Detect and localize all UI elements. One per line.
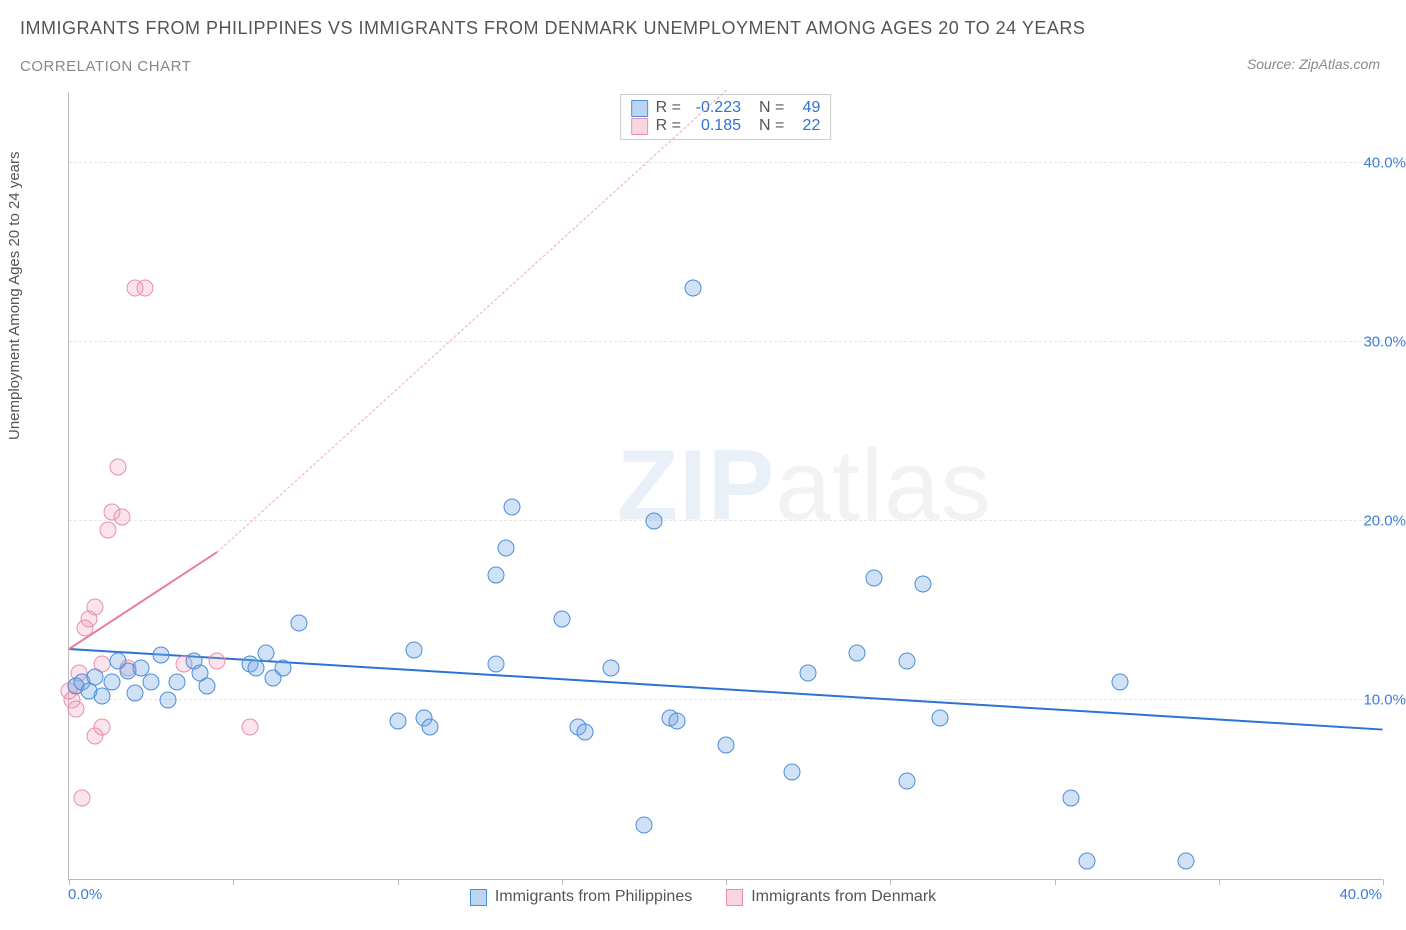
y-axis-label: Unemployment Among Ages 20 to 24 years bbox=[6, 151, 23, 440]
data-point bbox=[87, 598, 104, 615]
gridline bbox=[69, 699, 1382, 700]
data-point bbox=[258, 645, 275, 662]
data-point bbox=[103, 674, 120, 691]
stats-row: R = 0.185 N = 22 bbox=[631, 117, 821, 135]
data-point bbox=[389, 713, 406, 730]
data-point bbox=[849, 645, 866, 662]
stats-row: R = -0.223 N = 49 bbox=[631, 99, 821, 117]
data-point bbox=[208, 652, 225, 669]
data-point bbox=[93, 688, 110, 705]
y-tick-label: 10.0% bbox=[1363, 691, 1406, 708]
data-point bbox=[169, 674, 186, 691]
r-label: R = bbox=[656, 117, 681, 135]
data-point bbox=[576, 724, 593, 741]
x-tick bbox=[398, 879, 399, 885]
data-point bbox=[110, 459, 127, 476]
data-point bbox=[74, 790, 91, 807]
source-attribution: Source: ZipAtlas.com bbox=[1247, 56, 1380, 72]
gridline bbox=[69, 162, 1382, 163]
data-point bbox=[87, 668, 104, 685]
legend: Immigrants from Philippines Immigrants fr… bbox=[0, 888, 1406, 906]
n-label: N = bbox=[759, 117, 784, 135]
data-point bbox=[100, 521, 117, 538]
x-tick bbox=[1383, 879, 1384, 885]
data-point bbox=[488, 656, 505, 673]
data-point bbox=[67, 700, 84, 717]
data-point bbox=[497, 539, 514, 556]
gridline bbox=[69, 341, 1382, 342]
r-label: R = bbox=[656, 99, 681, 117]
x-tick bbox=[726, 879, 727, 885]
data-point bbox=[93, 718, 110, 735]
data-point bbox=[290, 614, 307, 631]
y-tick-label: 40.0% bbox=[1363, 154, 1406, 171]
x-tick bbox=[1055, 879, 1056, 885]
legend-item: Immigrants from Denmark bbox=[726, 888, 936, 906]
n-label: N = bbox=[759, 99, 784, 117]
x-tick bbox=[562, 879, 563, 885]
watermark: ZIPatlas bbox=[617, 428, 992, 543]
legend-label: Immigrants from Denmark bbox=[751, 888, 936, 906]
x-tick bbox=[233, 879, 234, 885]
correlation-stats-box: R = -0.223 N = 49 R = 0.185 N = 22 bbox=[620, 94, 832, 140]
data-point bbox=[718, 736, 735, 753]
data-point bbox=[915, 575, 932, 592]
data-point bbox=[152, 647, 169, 664]
data-point bbox=[241, 718, 258, 735]
legend-label: Immigrants from Philippines bbox=[495, 888, 692, 906]
data-point bbox=[645, 512, 662, 529]
r-value: 0.185 bbox=[689, 117, 741, 135]
chart-title: IMMIGRANTS FROM PHILIPPINES VS IMMIGRANT… bbox=[20, 18, 1085, 39]
data-point bbox=[488, 566, 505, 583]
x-tick bbox=[890, 879, 891, 885]
data-point bbox=[504, 498, 521, 515]
r-value: -0.223 bbox=[689, 99, 741, 117]
data-point bbox=[248, 659, 265, 676]
x-tick bbox=[69, 879, 70, 885]
data-point bbox=[603, 659, 620, 676]
data-point bbox=[783, 763, 800, 780]
data-point bbox=[685, 280, 702, 297]
data-point bbox=[553, 611, 570, 628]
trend-line bbox=[216, 90, 726, 553]
data-point bbox=[136, 280, 153, 297]
y-tick-label: 30.0% bbox=[1363, 333, 1406, 350]
data-point bbox=[405, 641, 422, 658]
data-point bbox=[668, 713, 685, 730]
n-value: 22 bbox=[792, 117, 820, 135]
gridline bbox=[69, 520, 1382, 521]
data-point bbox=[274, 659, 291, 676]
data-point bbox=[898, 652, 915, 669]
legend-swatch bbox=[470, 889, 487, 906]
chart-subtitle: CORRELATION CHART bbox=[20, 58, 191, 75]
legend-swatch bbox=[631, 100, 648, 117]
legend-swatch bbox=[631, 118, 648, 135]
data-point bbox=[198, 677, 215, 694]
chart-plot-area: ZIPatlas R =-0.223N =49R =0.185N =22 10.… bbox=[68, 92, 1382, 880]
legend-item: Immigrants from Philippines bbox=[470, 888, 692, 906]
data-point bbox=[143, 674, 160, 691]
data-point bbox=[1112, 674, 1129, 691]
x-tick bbox=[1219, 879, 1220, 885]
data-point bbox=[126, 684, 143, 701]
data-point bbox=[898, 772, 915, 789]
data-point bbox=[159, 691, 176, 708]
data-point bbox=[1177, 853, 1194, 870]
legend-swatch bbox=[726, 889, 743, 906]
y-tick-label: 20.0% bbox=[1363, 512, 1406, 529]
data-point bbox=[865, 570, 882, 587]
data-point bbox=[1062, 790, 1079, 807]
data-point bbox=[800, 665, 817, 682]
data-point bbox=[931, 709, 948, 726]
n-value: 49 bbox=[792, 99, 820, 117]
data-point bbox=[635, 817, 652, 834]
data-point bbox=[113, 509, 130, 526]
data-point bbox=[1079, 853, 1096, 870]
data-point bbox=[422, 718, 439, 735]
